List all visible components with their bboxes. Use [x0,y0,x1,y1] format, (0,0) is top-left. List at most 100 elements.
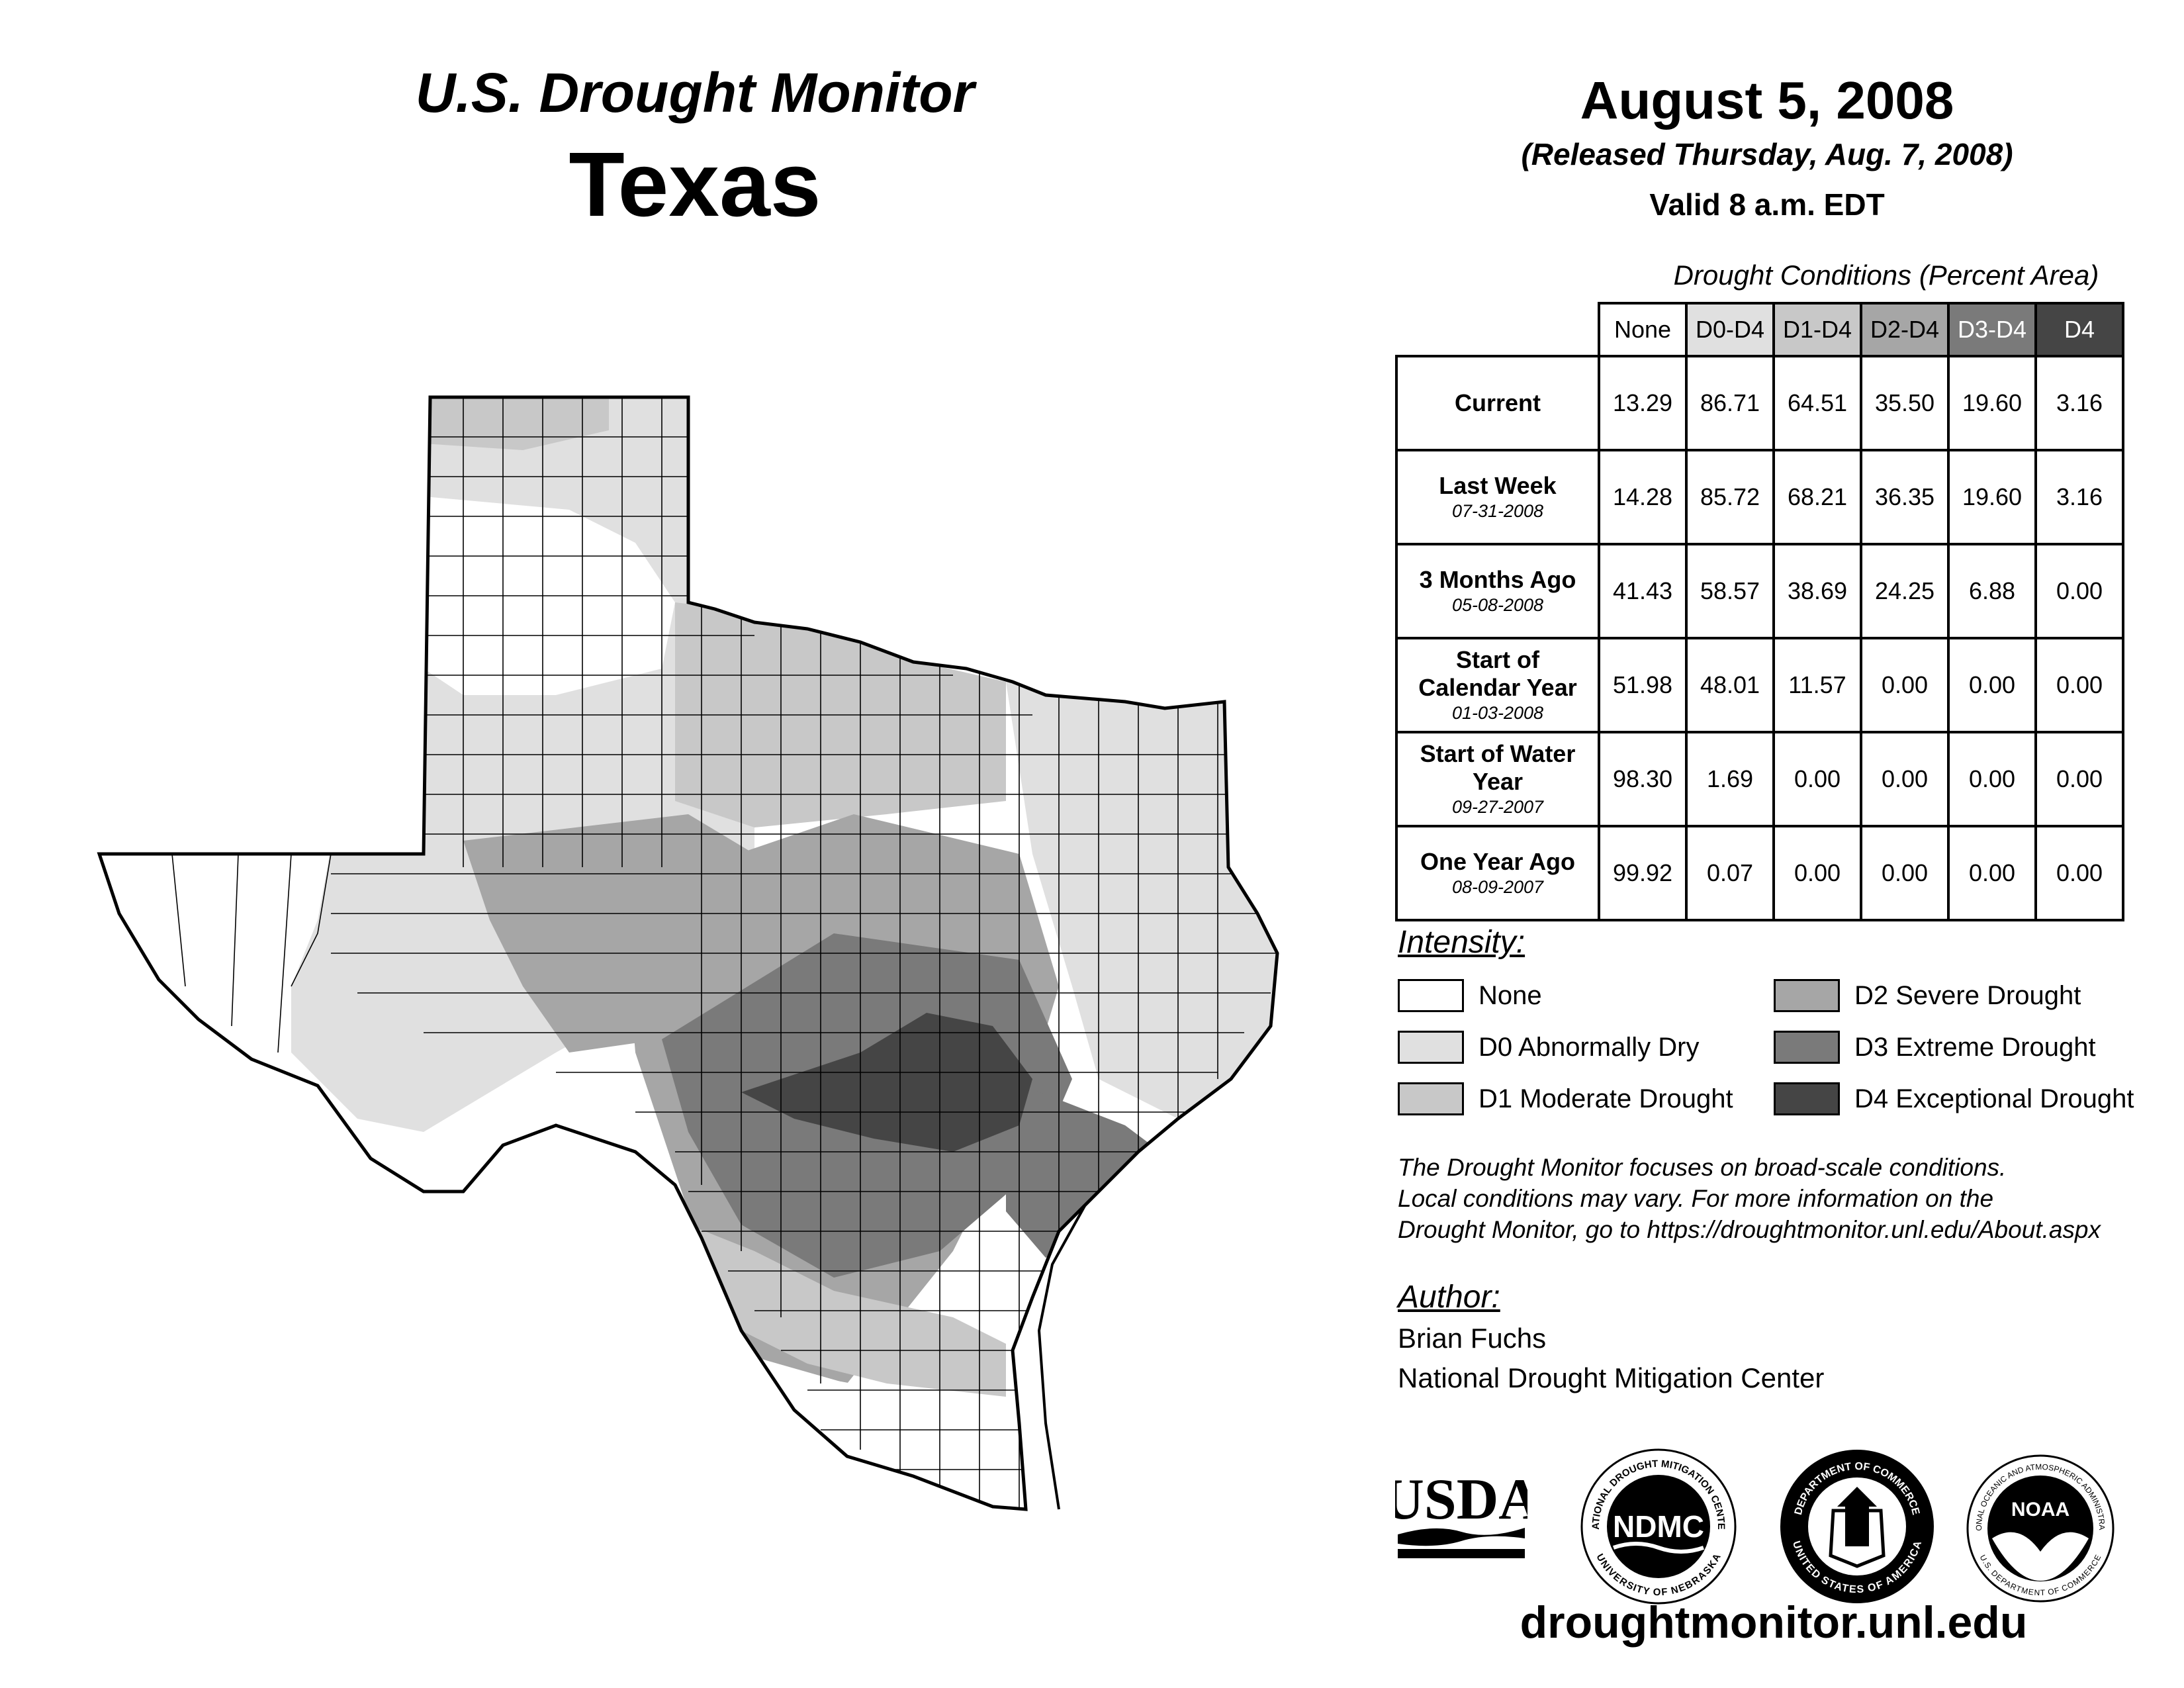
legend-swatch [1774,979,1840,1012]
row-date: 01-03-2008 [1451,703,1544,723]
ndmc-logo-text: NDMC [1613,1509,1704,1544]
legend-swatch [1398,1031,1464,1064]
ndmc-logo: NATIONAL DROUGHT MITIGATION CENTER UNIVE… [1579,1447,1737,1605]
county-grid-vertical [463,397,1218,1509]
table-row: Start of Water Year 09-27-2007 98.30 1.69 0.… [1395,731,2124,827]
legend-label: D3 Extreme Drought [1854,1032,2096,1062]
drought-conditions-table: None D0-D4 D1-D4 D2-D4 D3-D4 D4 Current 1… [1395,302,2124,921]
column-header-d0-d4: D0-D4 [1685,302,1775,357]
legend-label: None [1479,980,1542,1010]
table-row: Start of Calendar Year 01-03-2008 51.98 48.… [1395,637,2124,733]
noaa-logo-text: NOAA [2011,1499,2070,1521]
zone-east-texas [1006,682,1277,1119]
author-organization: National Drought Mitigation Center [1398,1362,1825,1393]
table-cell: 0.00 [2034,637,2124,733]
legend-item-d4: D4 Exceptional Drought [1774,1079,2134,1119]
shield-icon [1829,1509,1886,1568]
state-title: Texas [569,134,821,236]
note-line: Local conditions may vary. For more info… [1398,1185,1994,1212]
column-header-d3-d4: D3-D4 [1947,302,2037,357]
table-cell: 86.71 [1685,355,1775,451]
zone-panhandle-west-patch [424,397,609,450]
legend-swatch [1774,1031,1840,1064]
table-cell: 0.00 [1860,637,1950,733]
legend-item-none: None [1398,976,1542,1015]
row-header: 3 Months Ago 05-08-2008 [1395,543,1600,639]
author-title: Author: [1398,1280,1500,1315]
table-cell: 99.92 [1598,825,1688,921]
doc-seal-logo: DEPARTMENT OF COMMERCE UNITED STATES OF … [1780,1450,1934,1603]
legend-swatch [1774,1082,1840,1115]
table-cell: 0.00 [1947,731,2037,827]
usda-bar-icon [1398,1549,1525,1558]
county-grid-horizontal [331,436,1277,1470]
table-cell: 68.21 [1772,449,1862,545]
valid-time: Valid 8 a.m. EDT [1649,187,1885,222]
row-label: Start of Calendar Year [1418,646,1577,701]
table-cell: 48.01 [1685,637,1775,733]
usda-logo-text: USDA [1395,1468,1527,1532]
column-header-d2-d4: D2-D4 [1860,302,1950,357]
table-cell: 0.00 [2034,825,2124,921]
table-cell: 24.25 [1860,543,1950,639]
legend-label: D2 Severe Drought [1854,980,2081,1010]
table-cell: 0.00 [1947,637,2037,733]
table-cell: 3.16 [2034,449,2124,545]
table-cell: 58.57 [1685,543,1775,639]
legend-label: D4 Exceptional Drought [1854,1084,2134,1113]
county-lines-far-west [171,853,332,1053]
legend-item-d1: D1 Moderate Drought [1398,1079,1733,1119]
table-cell: 38.69 [1772,543,1862,639]
row-date: 09-27-2007 [1451,797,1544,817]
legend-item-d3: D3 Extreme Drought [1774,1027,2096,1067]
table-cell: 35.50 [1860,355,1950,451]
row-date: 07-31-2008 [1451,501,1544,521]
conditions-title: Drought Conditions (Percent Area) [1673,259,2099,291]
row-label: Last Week [1439,472,1557,499]
table-cell: 0.00 [2034,543,2124,639]
table-cell: 98.30 [1598,731,1688,827]
legend-item-d0: D0 Abnormally Dry [1398,1027,1699,1067]
table-body: Current 13.29 86.71 64.51 35.50 19.60 3.16 Last… [1395,355,2124,921]
table-cell: 19.60 [1947,449,2037,545]
table-cell: 3.16 [2034,355,2124,451]
footer-url: droughtmonitor.unl.edu [1520,1597,2028,1648]
row-header: One Year Ago 08-09-2007 [1395,825,1600,921]
table-cell: 36.35 [1860,449,1950,545]
table-row: Current 13.29 86.71 64.51 35.50 19.60 3.16 [1395,355,2124,451]
row-header: Start of Water Year 09-27-2007 [1395,731,1600,827]
row-header: Current [1395,355,1600,451]
row-header: Start of Calendar Year 01-03-2008 [1395,637,1600,733]
table-cell: 0.00 [1772,731,1862,827]
zone-hill-country-core [741,1013,1032,1152]
ndmc-wave-icon [1613,1542,1704,1554]
table-cell: 85.72 [1685,449,1775,545]
author-name: Brian Fuchs [1398,1323,1547,1354]
note-line: Drought Monitor, go to https://droughtmo… [1398,1216,2101,1243]
usda-swoosh-icon [1398,1528,1525,1546]
legend-swatch [1398,1082,1464,1115]
barrier-island-line [1037,1204,1087,1510]
column-header-d1-d4: D1-D4 [1772,302,1862,357]
table-cell: 0.00 [1860,731,1950,827]
legend-label: D1 Moderate Drought [1479,1084,1733,1113]
table-cell: 0.00 [1947,825,2037,921]
legend-label: D0 Abnormally Dry [1479,1032,1700,1062]
row-label: 3 Months Ago [1419,566,1576,593]
row-label: One Year Ago [1420,848,1576,875]
table-cell: 6.88 [1947,543,2037,639]
usda-logo: USDA [1395,1468,1527,1558]
table-row: Last Week 07-31-2008 14.28 85.72 68.21 36.35 1… [1395,449,2124,545]
table-cell: 64.51 [1772,355,1862,451]
row-label: Start of Water Year [1420,740,1576,795]
release-date: (Released Thursday, Aug. 7, 2008) [1521,137,2013,171]
county-lines [171,397,1277,1509]
table-cell: 0.07 [1685,825,1775,921]
table-cell: 0.00 [2034,731,2124,827]
row-header: Last Week 07-31-2008 [1395,449,1600,545]
legend-swatch [1398,979,1464,1012]
table-row: 3 Months Ago 05-08-2008 41.43 58.57 38.69 24.… [1395,543,2124,639]
texas-outline [97,395,1279,1511]
disclaimer-note: The Drought Monitor focuses on broad-sca… [1398,1152,2101,1245]
zone-coastal-bend [1006,1079,1178,1258]
